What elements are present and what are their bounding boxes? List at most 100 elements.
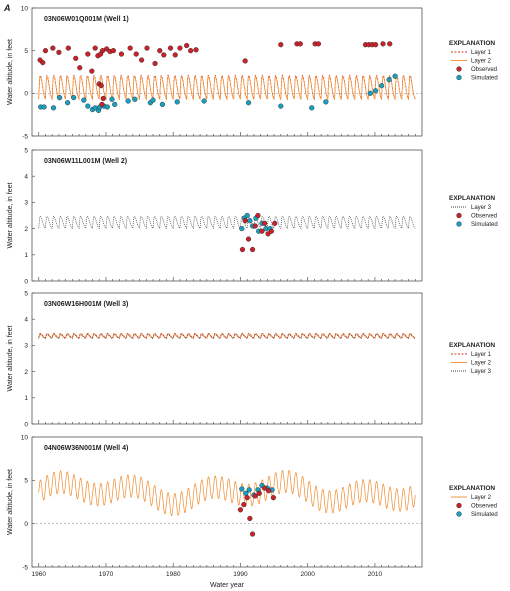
- y-tick-label: 5: [24, 48, 28, 55]
- legend-marker-simulated: [456, 221, 462, 227]
- y-tick-label: 10: [21, 5, 29, 12]
- observed-point: [133, 51, 139, 57]
- observed-point: [172, 52, 178, 58]
- chart-panel-3: 0 1 2 3 4 5 Water altitude, in feet 03N06W16H00…: [7, 290, 495, 428]
- simulated-point: [65, 100, 71, 106]
- simulated-point: [247, 218, 253, 224]
- simulated-point: [323, 99, 329, 105]
- legend-title: EXPLANATION: [449, 485, 495, 492]
- simulated-point: [159, 101, 166, 108]
- panel-title: 03N06W11L001M (Well 2): [44, 158, 127, 165]
- simulated-point: [112, 101, 118, 108]
- observed-point: [157, 48, 163, 54]
- legend-label: Simulated: [471, 512, 498, 518]
- observed-point: [262, 220, 268, 226]
- x-tick-label: 2010: [368, 571, 383, 578]
- observed-point: [188, 48, 194, 54]
- series-line-layer-2: [38, 469, 416, 517]
- y-tick-label: 0: [24, 278, 28, 285]
- observed-point: [152, 60, 158, 67]
- panel-title: 04N06W36N001M (Well 4): [44, 445, 128, 452]
- legend: EXPLANATION Layer 1 Layer 2 Layer 3: [449, 342, 495, 375]
- observed-point: [98, 83, 104, 89]
- observed-point: [259, 228, 265, 234]
- simulated-point: [71, 94, 77, 101]
- x-tick-label: 1980: [166, 571, 181, 578]
- simulated-point: [379, 83, 385, 89]
- observed-point: [144, 45, 150, 51]
- observed-point: [193, 47, 199, 53]
- y-tick-label: -5: [22, 564, 28, 571]
- observed-point: [278, 42, 284, 48]
- simulated-point: [392, 73, 398, 79]
- observed-point: [40, 60, 46, 66]
- y-tick-label: 2: [24, 369, 28, 376]
- observed-point: [56, 49, 62, 55]
- chart-panel-1: -5 0 5 10 Water altitude, in feet 03N06W01Q00…: [7, 5, 498, 140]
- chart-panel-2: 0 1 2 3 4 5 Water altitude, in feet 03N06W11L00…: [7, 147, 498, 285]
- legend-title: EXPLANATION: [449, 195, 495, 202]
- simulated-point: [373, 88, 379, 94]
- simulated-point: [367, 90, 373, 96]
- observed-point: [268, 228, 274, 234]
- observed-point: [270, 495, 276, 501]
- x-tick-label: 1990: [233, 571, 248, 578]
- y-tick-label: -5: [22, 133, 28, 140]
- x-tick-label: 1970: [99, 571, 114, 578]
- observed-point: [297, 41, 303, 47]
- simulated-point: [246, 487, 252, 493]
- observed-point: [110, 48, 116, 54]
- y-tick-label: 0: [24, 421, 28, 428]
- y-tick-label: 3: [24, 200, 28, 207]
- series-line-layer-2: [38, 76, 416, 101]
- legend-label: Layer 1: [471, 50, 492, 56]
- observed-point: [249, 531, 256, 537]
- observed-point: [99, 101, 105, 108]
- legend-label: Layer 2: [471, 361, 492, 367]
- observed-point: [247, 515, 253, 522]
- legend: EXPLANATION Layer 2 Observed Simulated: [449, 485, 498, 518]
- legend-marker-simulated: [456, 74, 462, 81]
- y-tick-label: 10: [21, 434, 29, 441]
- y-tick-label: 1: [24, 252, 28, 259]
- observed-point: [85, 51, 91, 57]
- simulated-point: [41, 104, 47, 110]
- observed-point: [97, 51, 104, 57]
- observed-point: [242, 218, 248, 224]
- observed-point: [184, 42, 190, 49]
- chart-panel-4: -5 0 5 10 1960 1970 1980 1990 2000 2010 Water alti…: [7, 434, 498, 589]
- legend-label: Layer 2: [471, 59, 492, 65]
- y-axis-label: Water altitude, in feet: [7, 326, 14, 392]
- y-axis-label: Water altitude, in feet: [7, 183, 14, 249]
- observed-point: [77, 65, 83, 71]
- x-axis-label: Water year: [210, 582, 245, 589]
- observed-point: [244, 495, 250, 501]
- x-tick-label: 1960: [31, 571, 46, 578]
- observed-point: [161, 52, 167, 58]
- simulated-point: [244, 212, 250, 219]
- observed-point: [50, 45, 56, 51]
- observed-point: [252, 223, 258, 229]
- observed-point: [118, 51, 125, 57]
- observed-point: [255, 212, 261, 219]
- y-tick-label: 4: [24, 317, 28, 324]
- observed-point: [100, 95, 106, 102]
- y-axis-label: Water altitude, in feet: [7, 39, 14, 105]
- observed-point: [139, 57, 145, 63]
- simulated-point: [81, 97, 87, 103]
- observed-point: [249, 246, 256, 253]
- simulated-point: [239, 226, 245, 232]
- panel-title: 03N06W16H001M (Well 3): [44, 301, 128, 308]
- legend-marker-observed: [456, 502, 462, 509]
- observed-point: [92, 45, 98, 51]
- simulated-point: [150, 97, 156, 103]
- legend-title: EXPLANATION: [449, 40, 495, 47]
- y-tick-label: 0: [24, 521, 28, 528]
- legend-marker-observed: [456, 66, 462, 72]
- panel-frame: [31, 436, 423, 568]
- legend-title: EXPLANATION: [449, 342, 495, 349]
- y-tick-label: 3: [24, 343, 28, 350]
- observed-point: [89, 68, 95, 74]
- simulated-point: [132, 96, 138, 102]
- observed-point: [65, 45, 71, 51]
